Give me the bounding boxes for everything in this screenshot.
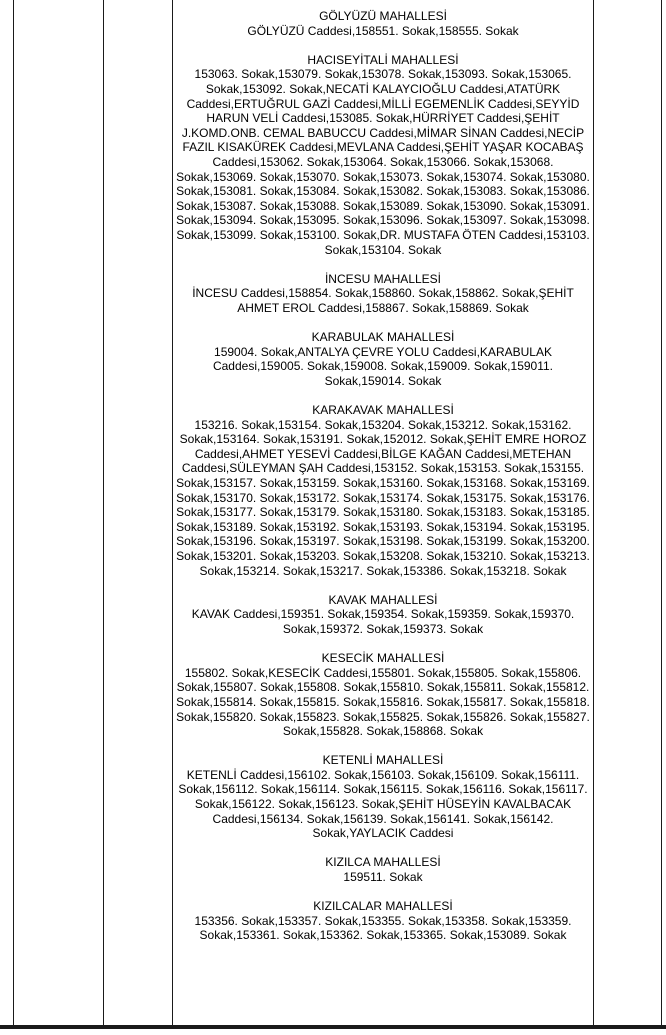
neighborhood-section: KETENLİ MAHALLESİ KETENLİ Caddesi,156102…	[174, 753, 592, 841]
street-list: 153216. Sokak,153154. Sokak,153204. Soka…	[176, 417, 590, 578]
neighborhood-title: HACISEYİTALİ MAHALLESİ	[307, 52, 459, 67]
neighborhood-section: KIZILCALAR MAHALLESİ 153356. Sokak,15335…	[174, 899, 592, 943]
street-list: KETENLİ Caddesi,156102. Sokak,156103. So…	[178, 767, 588, 841]
table-border-left	[13, 0, 14, 1026]
neighborhood-section: KESECİK MAHALLESİ 155802. Sokak,KESECİK …	[174, 651, 592, 739]
street-list: 159004. Sokak,ANTALYA ÇEVRE YOLU Caddesi…	[212, 344, 554, 388]
table-border-right	[661, 0, 662, 1026]
table-column-divider-1	[103, 0, 104, 1026]
table-column-divider-2	[172, 0, 173, 1026]
neighborhood-title: KARAKAVAK MAHALLESİ	[312, 403, 454, 418]
street-list: KAVAK Caddesi,159351. Sokak,159354. Soka…	[191, 607, 575, 636]
neighborhood-section: HACISEYİTALİ MAHALLESİ 153063. Sokak,153…	[174, 53, 592, 257]
neighborhood-title: KETENLİ MAHALLESİ	[322, 753, 444, 768]
neighborhood-title: KIZILCALAR MAHALLESİ	[313, 899, 453, 914]
neighborhood-title: GÖLYÜZÜ MAHALLESİ	[319, 9, 447, 23]
neighborhood-title: KARABULAK MAHALLESİ	[311, 330, 455, 345]
neighborhood-sections: GÖLYÜZÜ MAHALLESİ GÖLYÜZÜ Caddesi,158551…	[174, 9, 592, 943]
street-list: 153356. Sokak,153357. Sokak,153355. Soka…	[194, 913, 572, 943]
street-list: GÖLYÜZÜ Caddesi,158551. Sokak,158555. So…	[247, 23, 519, 38]
neighborhood-section: GÖLYÜZÜ MAHALLESİ GÖLYÜZÜ Caddesi,158551…	[174, 9, 592, 38]
neighborhood-title: KESECİK MAHALLESİ	[321, 651, 445, 666]
neighborhood-title: KIZILCA MAHALLESİ	[325, 855, 441, 870]
neighborhood-section: İNCESU MAHALLESİ İNCESU Caddesi,158854. …	[174, 272, 592, 316]
street-list: 159511. Sokak	[343, 870, 423, 885]
neighborhood-section: KAVAK MAHALLESİ KAVAK Caddesi,159351. So…	[174, 593, 592, 637]
table-column-divider-3	[593, 0, 594, 1026]
neighborhood-title: İNCESU MAHALLESİ	[324, 271, 442, 286]
neighborhood-section: KARAKAVAK MAHALLESİ 153216. Sokak,153154…	[174, 403, 592, 578]
street-list: İNCESU Caddesi,158854. Sokak,158860. Sok…	[192, 286, 574, 315]
neighborhood-section: KIZILCA MAHALLESİ 159511. Sokak	[174, 855, 592, 884]
table-bottom-border	[0, 1025, 666, 1029]
neighborhood-title: KAVAK MAHALLESİ	[328, 592, 438, 607]
street-list: 155802. Sokak,KESECİK Caddesi,155801. So…	[176, 665, 590, 739]
street-list-column: GÖLYÜZÜ MAHALLESİ GÖLYÜZÜ Caddesi,158551…	[174, 0, 592, 958]
street-list: 153063. Sokak,153079. Sokak,153078. Soka…	[176, 67, 590, 257]
neighborhood-section: KARABULAK MAHALLESİ 159004. Sokak,ANTALY…	[174, 330, 592, 388]
